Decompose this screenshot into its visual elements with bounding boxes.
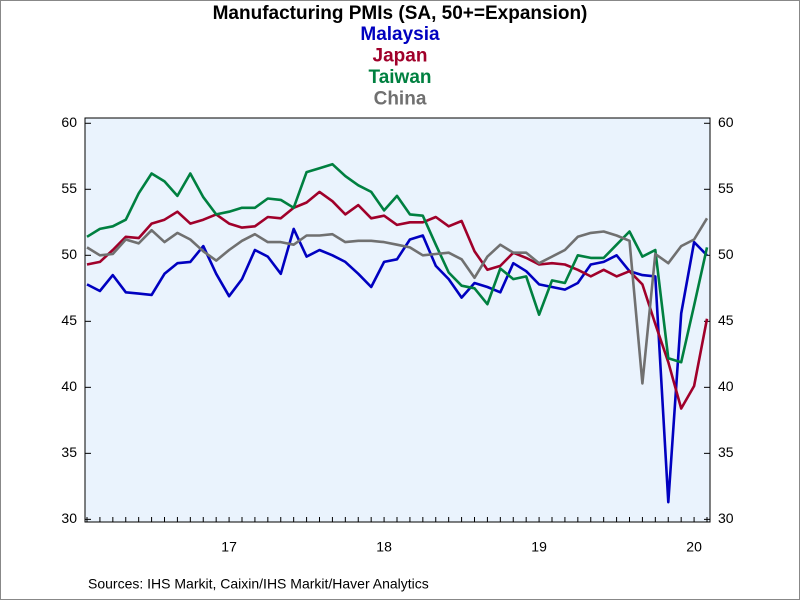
chart-title: Manufacturing PMIs (SA, 50+=Expansion): [213, 3, 588, 24]
y-tick-label: 30: [61, 510, 77, 526]
plot-area: [84, 117, 711, 523]
y2-tick-label: 35: [718, 444, 734, 460]
y2-tick-label: 55: [718, 180, 734, 196]
y2-tick-label: 30: [718, 510, 734, 526]
legend-entry: Japan: [373, 46, 428, 67]
y-tick-label: 60: [61, 114, 77, 130]
series-line: [86, 227, 708, 504]
y2-tick-label: 45: [718, 312, 734, 328]
legend-entry: Taiwan: [369, 67, 432, 88]
y2-tick-label: 40: [718, 378, 734, 394]
legend-entry: China: [374, 89, 427, 110]
y-tick-label: 35: [61, 444, 77, 460]
y-tick-label: 50: [61, 246, 77, 262]
x-tick-label: 19: [531, 539, 547, 555]
x-tick-label: 20: [686, 539, 702, 555]
y-tick-label: 55: [61, 180, 77, 196]
series-line: [86, 190, 709, 410]
y2-tick-label: 60: [718, 114, 734, 130]
legend-entry: Malaysia: [360, 24, 440, 45]
y-tick-label: 40: [61, 378, 77, 394]
x-tick-label: 17: [221, 539, 237, 555]
series-line: [86, 162, 709, 364]
source: Sources: IHS Markit, Caixin/IHS Markit/H…: [88, 576, 429, 592]
series-line: [86, 217, 709, 385]
y2-tick-label: 50: [718, 246, 734, 262]
y-tick-label: 45: [61, 312, 77, 328]
x-tick-label: 18: [376, 539, 392, 555]
